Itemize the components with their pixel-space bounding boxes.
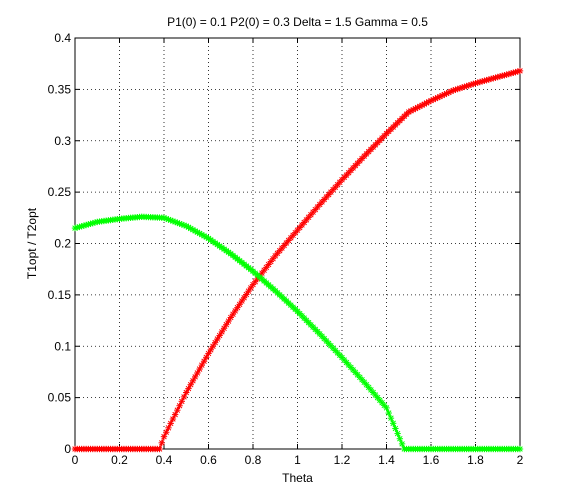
y-tick-label: 0.15 [48,288,72,302]
series-1-point [141,448,143,450]
axis-ticks: 0 0.2 0.4 0.6 0.8 1 1.2 1.4 1.6 1.8 2 0 0.05 0.1 0.15 0… [48,31,524,467]
series-1-point [519,70,521,72]
x-tick-label: 1.4 [378,453,395,467]
series-1-point [96,448,98,450]
series-2-point [274,290,276,292]
y-tick-label: 0.4 [54,31,71,45]
x-tick-label: 1 [294,453,301,467]
x-tick-label: 0.4 [156,453,173,467]
series-2-point [185,225,187,227]
y-tick-label: 0 [64,442,71,456]
series-2-point [408,448,410,450]
y-tick-label: 0.05 [48,391,72,405]
series-2-point [519,448,521,450]
x-tick-label: 2 [517,453,524,467]
series-1-point [252,284,254,286]
series-1-point [319,203,321,205]
series-2-point [452,448,454,450]
series-2-markers [71,213,524,453]
x-tick-label: 0.8 [245,453,262,467]
chart-title: P1(0) = 0.1 P2(0) = 0.3 Delta = 1.5 Gamm… [167,15,428,29]
grid-lines [75,38,520,449]
series-2-point [230,253,232,255]
series-1-point [386,133,387,135]
series-2-point [319,333,321,335]
series-2-point [403,448,405,450]
x-axis-label: Theta [282,471,313,485]
series-2-point [297,310,298,312]
series-1-point [119,448,120,450]
x-tick-label: 0 [72,453,79,467]
series-2-line [71,213,524,453]
y-axis-label: T1opt / T2opt [25,207,39,279]
series-2-point [386,407,387,409]
plot-area [74,37,521,450]
y-tick-label: 0.1 [54,339,71,353]
y-tick-label: 0.3 [54,134,71,148]
series-1-point [208,352,209,354]
x-tick-label: 0.2 [111,453,128,467]
series-2-point [341,357,343,359]
series-1-point [430,100,432,102]
series-1-point [475,82,476,84]
series-2-point [141,216,143,218]
series-1-point [74,448,76,450]
series-1-point [408,111,410,113]
x-tick-label: 1.8 [467,453,484,467]
series-1-point [452,89,454,91]
series-2-point [163,217,165,219]
x-tick-label: 0.6 [200,453,217,467]
series-1-point [274,255,276,257]
y-tick-label: 0.25 [48,185,72,199]
series-1-point [163,436,165,438]
y-tick-label: 0.35 [48,82,72,96]
series-1-point [341,179,343,181]
series-2-point [96,221,98,223]
series-2-point [363,381,365,383]
series-2-point [74,227,76,229]
series-2-point [497,448,499,450]
x-tick-label: 1.6 [423,453,440,467]
series-2-point [475,448,476,450]
series-1-point [297,229,298,231]
series-1-point [230,316,232,318]
series-2-point [208,237,209,239]
x-tick-label: 1.2 [334,453,351,467]
series-1-point [497,76,499,78]
series-2-point [252,270,254,272]
series-1-point [159,448,161,450]
series-1-line [71,67,524,453]
series-1-point [185,391,187,393]
series-1-point [363,155,365,157]
y-tick-label: 0.2 [54,237,71,251]
series-1-markers [71,67,524,453]
series-group [71,67,524,453]
series-2-point [119,218,120,220]
series-2-point [430,448,432,450]
